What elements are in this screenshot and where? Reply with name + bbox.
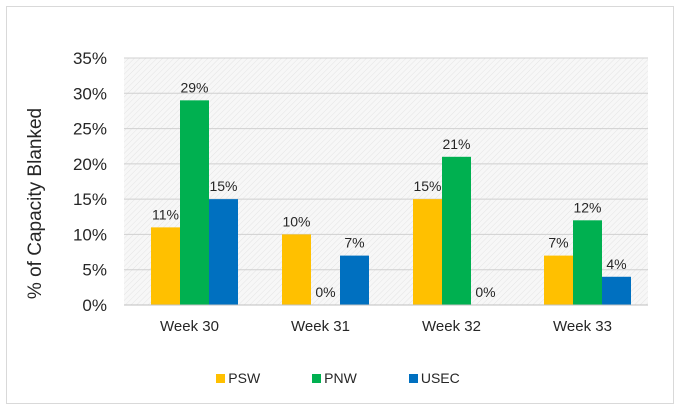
data-label: 29% xyxy=(180,79,208,95)
y-tick-label: 0% xyxy=(82,296,107,315)
bar-usec xyxy=(340,255,369,305)
data-label: 0% xyxy=(475,284,495,300)
data-label: 11% xyxy=(152,206,179,222)
data-labels: 11% 29% 15% 10% 0% 7% 15% 21% 0% 7% 12% 4% xyxy=(152,79,627,300)
y-tick-label: 25% xyxy=(73,120,107,139)
bars xyxy=(151,100,631,305)
x-tick-label: Week 31 xyxy=(291,318,350,335)
bar-usec xyxy=(209,199,238,305)
y-tick-label: 15% xyxy=(73,190,107,209)
y-tick-label: 20% xyxy=(73,155,107,174)
bar-psw xyxy=(544,255,573,305)
data-label: 4% xyxy=(606,256,626,272)
legend-swatch-pnw xyxy=(312,373,322,383)
legend: PSW PNW USEC xyxy=(0,370,676,386)
bar-psw xyxy=(151,227,180,305)
data-label: 7% xyxy=(548,235,568,251)
y-axis-label: % of Capacity Blanked xyxy=(25,108,46,299)
data-label: 12% xyxy=(573,199,601,215)
legend-label-usec: USEC xyxy=(420,370,460,386)
data-label: 21% xyxy=(442,136,470,152)
legend-label-pnw: PNW xyxy=(324,370,357,386)
bar-pnw xyxy=(573,220,602,305)
data-label: 10% xyxy=(282,213,310,229)
y-axis-ticks: 0% 5% 10% 15% 20% 25% 30% 35% xyxy=(73,49,107,315)
data-label: 0% xyxy=(315,284,335,300)
data-label: 15% xyxy=(209,178,237,194)
legend-item-pnw: PNW xyxy=(312,370,357,386)
x-tick-label: Week 30 xyxy=(160,318,219,335)
legend-swatch-usec xyxy=(408,373,418,383)
y-tick-label: 5% xyxy=(82,261,107,280)
y-tick-label: 35% xyxy=(73,49,107,68)
y-tick-label: 10% xyxy=(73,225,107,244)
y-tick-label: 30% xyxy=(73,84,107,103)
bar-pnw xyxy=(442,156,471,305)
bar-psw xyxy=(413,199,442,305)
x-tick-label: Week 32 xyxy=(422,318,481,335)
legend-item-usec: USEC xyxy=(408,370,460,386)
data-label: 7% xyxy=(344,235,364,251)
legend-label-psw: PSW xyxy=(228,370,261,386)
x-tick-label: Week 33 xyxy=(553,318,612,335)
bar-usec xyxy=(602,276,631,305)
legend-item-psw: PSW xyxy=(216,370,260,386)
bar-pnw xyxy=(180,100,209,305)
bar-psw xyxy=(282,234,311,305)
x-axis-ticks: Week 30 Week 31 Week 32 Week 33 xyxy=(124,304,648,335)
legend-swatch-psw xyxy=(216,373,226,383)
data-label: 15% xyxy=(413,178,441,194)
